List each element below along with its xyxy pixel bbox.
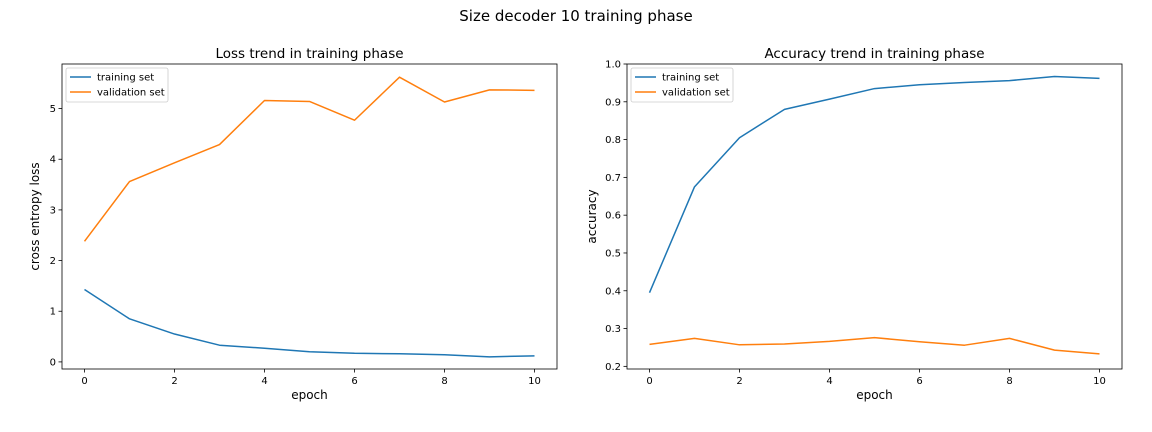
loss-x-tick-label: 2: [171, 376, 177, 387]
accuracy-y-tick-label: 0.6: [605, 211, 621, 222]
accuracy-chart-panel: Accuracy trend in training phase epoch a…: [585, 46, 1123, 402]
loss-y-tick-label: 5: [50, 104, 56, 115]
loss-y-tick-label: 0: [50, 357, 56, 368]
accuracy-legend: training set validation set: [630, 67, 734, 103]
accuracy-series-line-validation: [649, 336, 1100, 355]
loss-chart-title: Loss trend in training phase: [215, 46, 403, 62]
figure-title: Size decoder 10 training phase: [459, 7, 692, 25]
loss-ticks: 0 2 4 6 8 10 0 1 2 3 4 5: [50, 104, 541, 387]
accuracy-x-tick-label: 6: [916, 376, 922, 387]
accuracy-legend-box: [630, 67, 734, 103]
accuracy-x-tick-label: 0: [646, 376, 652, 387]
loss-series-line-training: [84, 288, 535, 358]
loss-x-axis-label: epoch: [291, 388, 328, 402]
loss-y-axis-label: cross entropy loss: [28, 162, 42, 270]
loss-x-tick-label: 8: [441, 376, 447, 387]
loss-x-tick-label: 6: [351, 376, 357, 387]
accuracy-y-tick-label: 0.5: [605, 248, 621, 259]
accuracy-x-tick-label: 10: [1093, 376, 1106, 387]
loss-chart-panel: Loss trend in training phase epoch cross…: [28, 46, 558, 402]
loss-legend-label-training: training set: [97, 73, 154, 84]
accuracy-y-tick-label: 0.8: [605, 135, 621, 146]
loss-y-tick-label: 2: [50, 256, 56, 267]
accuracy-x-tick-label: 4: [826, 376, 832, 387]
accuracy-x-tick-label: 2: [736, 376, 742, 387]
accuracy-y-tick-label: 0.9: [605, 97, 621, 108]
loss-x-tick-label: 4: [261, 376, 267, 387]
loss-x-tick-label: 0: [81, 376, 87, 387]
accuracy-chart-title: Accuracy trend in training phase: [764, 46, 984, 62]
accuracy-y-tick-label: 0.7: [605, 173, 621, 184]
loss-plot-area: [61, 63, 558, 370]
accuracy-y-tick-label: 0.3: [605, 324, 621, 335]
accuracy-x-tick-label: 8: [1006, 376, 1012, 387]
accuracy-series-lines: [648, 75, 1100, 355]
loss-y-tick-label: 4: [50, 155, 56, 166]
accuracy-y-axis-label: accuracy: [585, 189, 599, 243]
accuracy-legend-label-validation: validation set: [662, 88, 730, 99]
accuracy-y-tick-label: 0.2: [605, 362, 621, 373]
accuracy-x-axis-label: epoch: [856, 388, 893, 402]
accuracy-y-tick-label: 1.0: [605, 60, 621, 71]
accuracy-plot-area: [626, 63, 1123, 370]
loss-series-line-validation: [83, 76, 535, 242]
loss-legend-box: [65, 67, 169, 103]
loss-y-tick-label: 3: [50, 205, 56, 216]
accuracy-y-tick-label: 0.4: [605, 286, 621, 297]
loss-legend: training set validation set: [65, 67, 169, 103]
loss-series-lines: [83, 76, 535, 358]
loss-x-tick-label: 10: [528, 376, 541, 387]
accuracy-legend-label-training: training set: [662, 73, 719, 84]
loss-y-tick-label: 1: [50, 307, 56, 318]
loss-legend-label-validation: validation set: [97, 88, 165, 99]
accuracy-series-line-training: [648, 75, 1100, 293]
accuracy-ticks: 0 2 4 6 8 10 0.2 0.3 0.4 0.5 0.6 0.7 0.8 0.9 1.0: [605, 60, 1106, 388]
